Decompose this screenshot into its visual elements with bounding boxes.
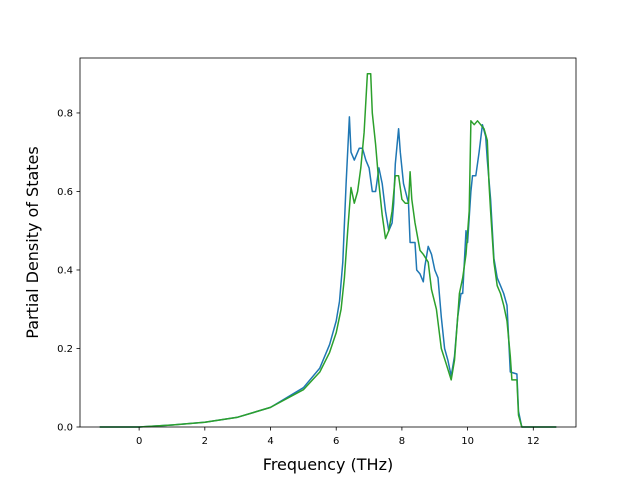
x-tick-label: 8 — [399, 436, 405, 447]
y-tick-label: 0.8 — [57, 108, 73, 119]
y-tick-label: 0.0 — [57, 423, 73, 434]
plot-area — [79, 57, 577, 428]
series-line-2 — [99, 72, 557, 428]
x-tick-label: 6 — [333, 436, 339, 447]
x-tick-label: 10 — [461, 436, 474, 447]
plot-background — [80, 58, 576, 427]
y-axis-ticks: 0.0 0.2 0.4 0.6 0.8 — [57, 108, 80, 434]
series-line-1 — [99, 116, 557, 428]
x-tick-label: 4 — [267, 436, 273, 447]
x-axis-label: Frequency (THz) — [263, 455, 393, 474]
x-axis-ticks: 0 2 4 6 8 10 12 — [136, 427, 540, 447]
x-tick-label: 2 — [202, 436, 208, 447]
x-tick-label: 0 — [136, 436, 142, 447]
y-tick-label: 0.6 — [57, 187, 73, 198]
x-tick-label: 12 — [527, 436, 540, 447]
y-axis-label: Partial Density of States — [23, 146, 42, 338]
series-layer — [99, 72, 557, 428]
y-tick-label: 0.4 — [57, 265, 73, 276]
plot-frame — [79, 57, 577, 428]
y-tick-label: 0.2 — [57, 344, 73, 355]
